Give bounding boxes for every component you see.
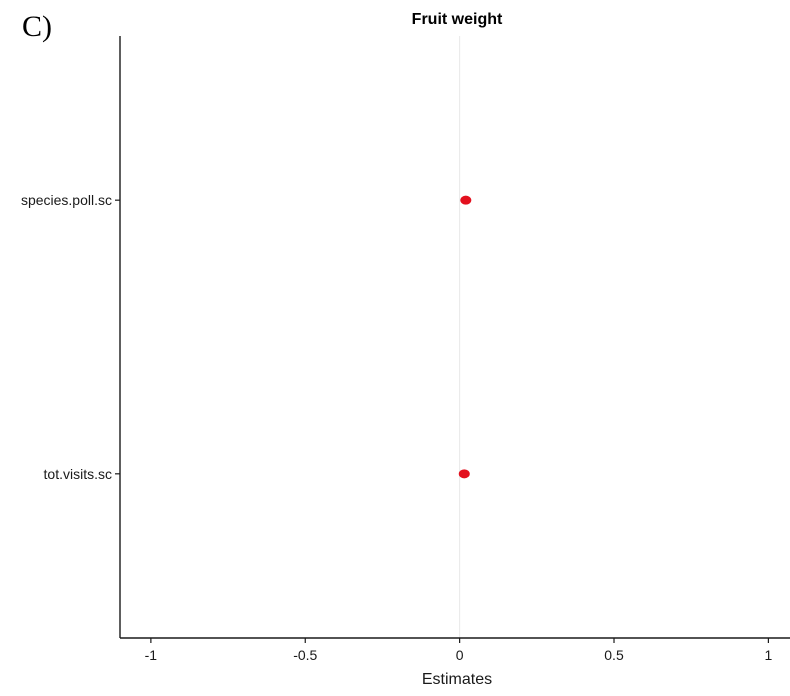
estimate-point: [458, 469, 470, 479]
x-tick-label: -1: [145, 647, 158, 663]
x-tick-label: 0.5: [604, 647, 624, 663]
x-axis-label: Estimates: [422, 671, 492, 688]
x-axis-ticks: -1 -0.5 0 0.5 1: [145, 638, 772, 663]
x-tick-label: 1: [764, 647, 772, 663]
panel-label: C): [22, 10, 52, 43]
x-tick-label: 0: [456, 647, 464, 663]
estimate-points: [458, 195, 472, 479]
chart-title: Fruit weight: [412, 11, 503, 28]
y-axis-ticks: species.poll.sc tot.visits.sc: [21, 192, 120, 482]
y-tick-label: tot.visits.sc: [44, 466, 112, 482]
estimate-point: [460, 195, 472, 205]
x-tick-label: -0.5: [293, 647, 317, 663]
y-tick-label: species.poll.sc: [21, 192, 112, 208]
